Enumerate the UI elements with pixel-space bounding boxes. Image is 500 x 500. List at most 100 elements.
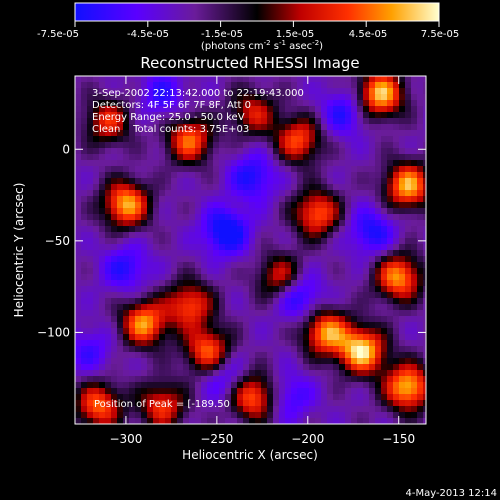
heatmap-cell	[339, 202, 346, 209]
heatmap-cell	[333, 340, 340, 347]
heatmap-cell	[201, 112, 208, 119]
heatmap-cell	[309, 118, 316, 125]
heatmap-cell	[375, 412, 382, 419]
heatmap-cell	[261, 256, 268, 263]
heatmap-cell	[351, 250, 358, 257]
heatmap-cell	[225, 238, 232, 245]
heatmap-cell	[213, 274, 220, 281]
heatmap-cell	[279, 226, 286, 233]
heatmap-cell	[423, 148, 426, 155]
heatmap-cell	[291, 76, 298, 83]
heatmap-cell	[111, 382, 118, 389]
heatmap-cell	[285, 190, 292, 197]
heatmap-cell	[123, 376, 130, 383]
heatmap-cell	[243, 280, 250, 287]
heatmap-cell	[213, 286, 220, 293]
heatmap-cell	[345, 370, 352, 377]
heatmap-cell	[111, 418, 118, 424]
heatmap-cell	[105, 232, 112, 239]
heatmap-cell	[213, 82, 220, 89]
heatmap-cell	[411, 184, 418, 191]
heatmap-cell	[237, 160, 244, 167]
heatmap-cell	[393, 160, 400, 167]
heatmap-cell	[249, 124, 256, 131]
heatmap-cell	[417, 292, 424, 299]
heatmap-cell	[225, 382, 232, 389]
heatmap-cell	[291, 394, 298, 401]
heatmap-cell	[261, 352, 268, 359]
heatmap-cell	[141, 322, 148, 329]
heatmap-cell	[117, 82, 124, 89]
heatmap-cell	[375, 406, 382, 413]
heatmap-cell	[135, 292, 142, 299]
heatmap-cell	[321, 136, 328, 143]
heatmap-cell	[111, 112, 118, 119]
heatmap-cell	[105, 388, 112, 395]
heatmap-cell	[243, 298, 250, 305]
heatmap-cell	[327, 322, 334, 329]
heatmap-cell	[75, 82, 82, 89]
heatmap-cell	[189, 262, 196, 269]
heatmap-cell	[213, 412, 220, 419]
heatmap-cell	[297, 214, 304, 221]
heatmap-cell	[345, 304, 352, 311]
heatmap-cell	[255, 184, 262, 191]
heatmap-cell	[105, 328, 112, 335]
heatmap-cell	[327, 352, 334, 359]
heatmap-cell	[81, 226, 88, 233]
heatmap-cell	[261, 154, 268, 161]
heatmap-cell	[141, 388, 148, 395]
heatmap-cell	[381, 208, 388, 215]
heatmap-cell	[273, 244, 280, 251]
heatmap-cell	[405, 286, 412, 293]
heatmap-cell	[249, 382, 256, 389]
heatmap-cell	[207, 148, 214, 155]
heatmap-cell	[87, 226, 94, 233]
heatmap-cell	[129, 214, 136, 221]
heatmap-cell	[405, 310, 412, 317]
heatmap-cell	[393, 346, 400, 353]
heatmap-cell	[369, 418, 376, 424]
heatmap-cell	[321, 412, 328, 419]
heatmap-cell	[309, 130, 316, 137]
heatmap-cell	[267, 160, 274, 167]
heatmap-cell	[279, 256, 286, 263]
heatmap-cell	[411, 112, 418, 119]
heatmap-cell	[423, 142, 426, 149]
heatmap-cell	[75, 244, 82, 251]
heatmap-cell	[399, 370, 406, 377]
heatmap-cell	[141, 232, 148, 239]
heatmap-cell	[351, 202, 358, 209]
heatmap-cell	[159, 118, 166, 125]
heatmap-cell	[399, 400, 406, 407]
heatmap-cell	[375, 394, 382, 401]
heatmap-cell	[219, 274, 226, 281]
heatmap-cell	[111, 352, 118, 359]
heatmap-cell	[369, 88, 376, 95]
heatmap-cell	[207, 214, 214, 221]
heatmap-cell	[159, 232, 166, 239]
heatmap-cell	[249, 178, 256, 185]
heatmap-cell	[243, 316, 250, 323]
heatmap-cell	[387, 400, 394, 407]
heatmap-cell	[273, 328, 280, 335]
heatmap-cell	[273, 304, 280, 311]
heatmap-cell	[363, 274, 370, 281]
heatmap-cell	[129, 112, 136, 119]
heatmap-cell	[363, 190, 370, 197]
heatmap-cell	[417, 364, 424, 371]
heatmap-cell	[93, 310, 100, 317]
heatmap-cell	[243, 244, 250, 251]
heatmap-cell	[225, 106, 232, 113]
heatmap-cell	[381, 196, 388, 203]
heatmap-cell	[291, 268, 298, 275]
heatmap-cell	[177, 244, 184, 251]
heatmap-cell	[135, 370, 142, 377]
heatmap-cell	[153, 250, 160, 257]
heatmap-cell	[93, 82, 100, 89]
heatmap-cell	[195, 280, 202, 287]
heatmap-cell	[381, 274, 388, 281]
heatmap-cell	[285, 208, 292, 215]
heatmap-cell	[399, 196, 406, 203]
heatmap-cell	[183, 406, 190, 413]
